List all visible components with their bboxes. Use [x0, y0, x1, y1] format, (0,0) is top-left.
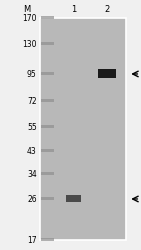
Bar: [40, 19, 126, 240]
Text: 43: 43: [27, 146, 37, 155]
Text: 95: 95: [27, 70, 37, 79]
Text: 1: 1: [71, 5, 76, 14]
Bar: [41, 238, 54, 242]
Text: 130: 130: [22, 40, 37, 49]
Bar: [41, 149, 54, 152]
Bar: [41, 126, 54, 129]
Bar: [41, 172, 54, 175]
Text: 2: 2: [104, 5, 110, 14]
Text: 26: 26: [27, 195, 37, 204]
Text: 170: 170: [22, 14, 37, 23]
Text: 34: 34: [27, 169, 37, 178]
Text: M: M: [23, 5, 30, 14]
Bar: [41, 43, 54, 46]
Bar: [41, 17, 54, 20]
Text: 72: 72: [27, 97, 37, 106]
Text: 17: 17: [27, 236, 37, 244]
Bar: [66, 196, 81, 203]
Bar: [41, 198, 54, 201]
Bar: [41, 73, 54, 76]
Bar: [41, 100, 54, 103]
Bar: [98, 70, 116, 79]
Text: 55: 55: [27, 123, 37, 132]
